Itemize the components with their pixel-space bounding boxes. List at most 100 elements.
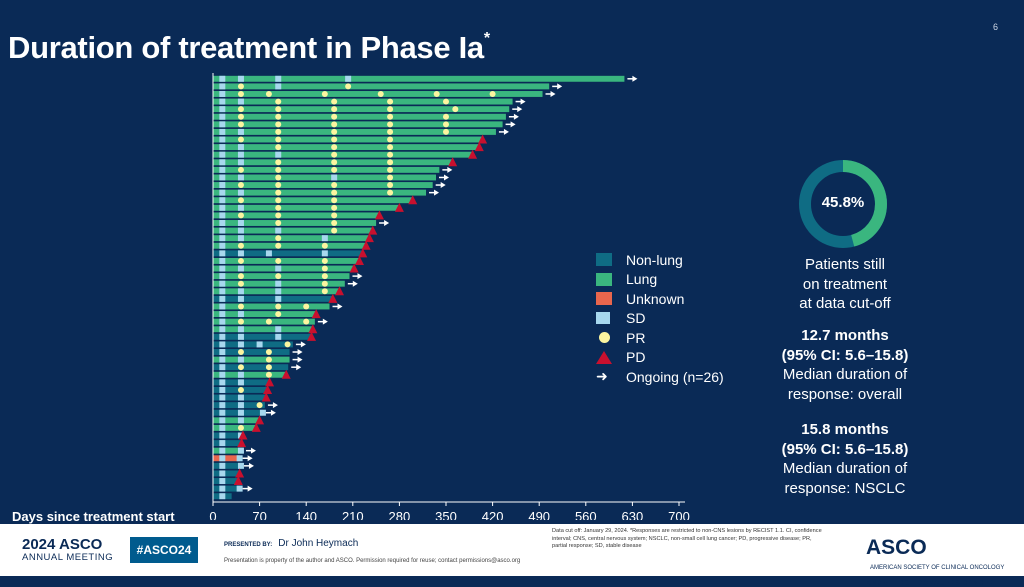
pr-marker [237,136,244,143]
patient-bar [213,128,496,135]
sd-marker [237,447,244,454]
ongoing-arrow-head [352,280,358,287]
sd-marker [345,75,352,82]
patient-bar [213,432,243,439]
legend-label: SD [626,310,646,327]
pr-marker [331,106,338,113]
pr-marker [443,113,449,120]
pr-marker [237,349,244,356]
pd-marker [394,202,404,212]
meeting-name: ANNUAL MEETING [22,552,114,563]
sd-marker [237,144,244,151]
patient-bar [213,151,473,158]
pr-marker [275,273,282,280]
sd-marker [275,75,282,82]
patient-bar [213,341,293,348]
sd-marker [237,341,244,348]
sd-marker [237,288,244,295]
stat-line: (95% CI: 5.6–15.8) [781,440,909,458]
legend: Non-lung Lung Unknown SD PR PD ➜ Ongoing … [596,250,724,387]
pr-marker [331,98,338,105]
pr-marker [331,151,338,158]
patient-bar [213,212,380,219]
sd-marker [219,470,226,477]
pr-marker [275,136,282,143]
pr-marker [387,144,394,151]
pr-marker [303,303,310,310]
pr-marker [452,106,459,113]
sd-marker [237,402,244,409]
patients-still-block: Patients still on treatment at data cut-… [760,255,930,314]
pd-marker [354,255,364,265]
patient-bar [213,106,510,113]
pr-marker [321,265,328,272]
pr-marker [321,273,328,280]
stat-line: response: NSCLC [784,479,906,497]
sd-marker [219,174,226,181]
pd-marker [328,293,338,303]
sd-marker [219,242,226,249]
x-axis-title: Days since treatment start [12,509,175,524]
pr-marker [331,219,338,226]
pr-marker [237,303,244,310]
pd-marker [237,438,247,448]
pr-marker [275,174,282,181]
sd-marker [219,386,226,393]
pr-marker [275,144,282,151]
legend-item-sd: SD [596,309,724,329]
patient-bar [213,98,513,105]
ongoing-arrow-head [270,409,276,416]
pr-marker [331,227,338,234]
ongoing-arrow-head [337,303,343,310]
stat-line: 12.7 months [801,327,889,344]
sd-marker [275,227,282,234]
patient-bar [213,478,239,484]
patient-bar [213,303,330,310]
page-number: 6 [992,22,998,32]
legend-label: PD [626,349,646,366]
legend-label: Ongoing (n=26) [626,368,724,385]
pr-marker [331,212,338,219]
unknown-swatch [596,292,612,306]
pr-marker [237,121,244,128]
patient-bar [213,333,312,340]
patient-bar [213,424,257,431]
footer: 2024 ASCO ANNUAL MEETING #ASCO24 PRESENT… [0,524,1024,587]
pr-marker [275,98,282,105]
pr-marker [387,159,394,166]
sd-marker [219,121,226,128]
pr-marker [443,128,449,135]
pr-marker [387,98,394,105]
sd-marker [219,478,226,485]
pr-marker [237,242,244,249]
x-tick-label: 420 [482,509,504,520]
pd-marker [235,468,245,478]
sd-marker [219,349,226,356]
legend-item-pd: PD [596,348,724,368]
pr-marker [331,121,338,128]
patient-bar [213,136,483,143]
x-tick-label: 490 [528,509,550,520]
meeting-year: 2024 [22,536,56,553]
sd-marker [219,356,226,363]
ongoing-arrow-head [247,485,253,492]
patient-bar [213,311,317,318]
pr-marker [265,364,272,371]
sd-marker [219,197,226,204]
pr-marker [443,121,449,128]
sd-marker [219,371,226,378]
ongoing-arrow-head [520,98,526,105]
sd-marker [219,318,226,325]
pr-marker [443,98,449,105]
pd-marker [478,134,488,144]
sd-marker [219,235,226,242]
sd-marker [237,204,244,211]
ongoing-arrow-head [440,182,446,189]
pr-marker [256,402,263,409]
pr-marker [321,90,328,97]
sd-marker [237,227,244,234]
pr-marker [321,257,328,264]
legend-item-lung: Lung [596,270,724,290]
pr-marker [387,106,394,113]
pr-marker [275,257,282,264]
